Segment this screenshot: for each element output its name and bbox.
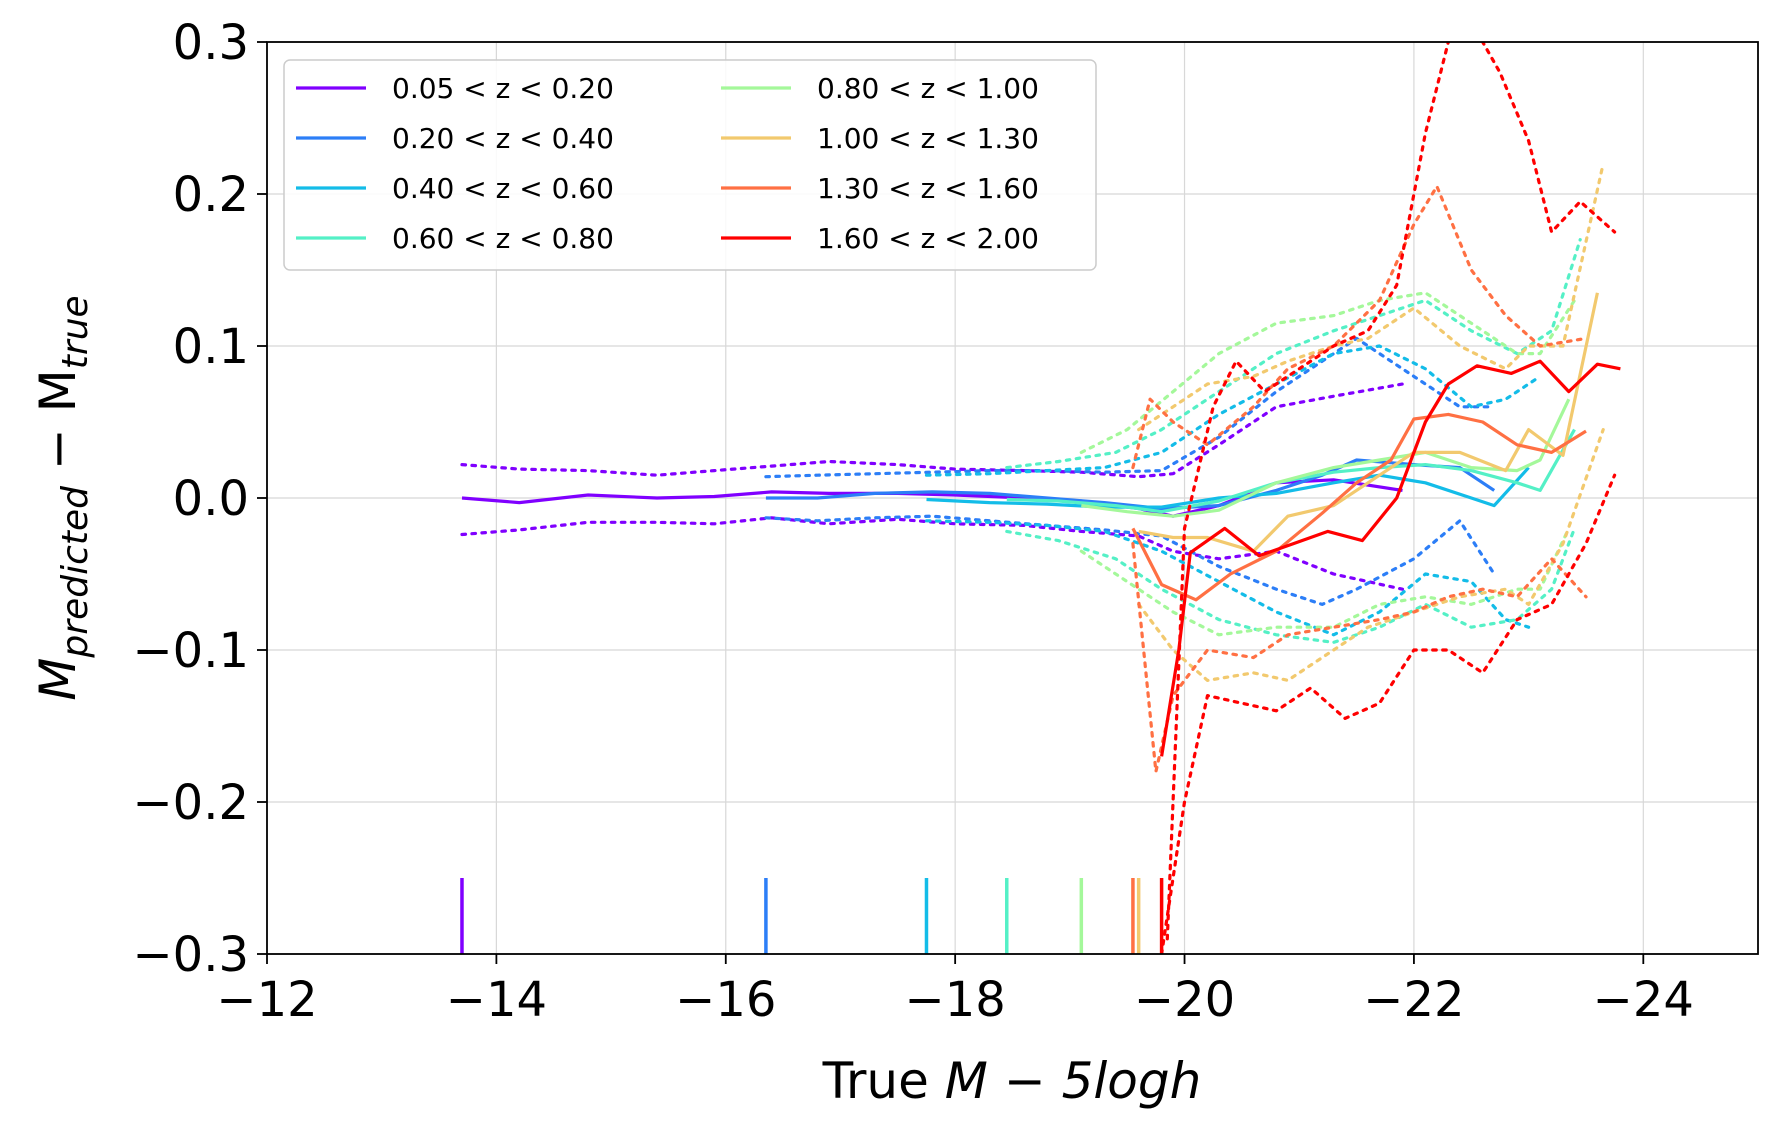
series-6-median-line (1138, 292, 1599, 553)
series-7-upper-percentile-line (1131, 184, 1588, 470)
y-tick-label: −0.2 (132, 775, 249, 831)
x-tick-label: −12 (216, 972, 317, 1028)
series-7-median-line (1131, 412, 1587, 602)
y-axis-label: Mpredicted − Mtrue (29, 295, 96, 700)
x-tick-label: −18 (905, 972, 1006, 1028)
y-axis-label-sub-predicted: predicted (55, 485, 96, 659)
series-6-upper-percentile-line (1137, 162, 1605, 432)
series-8-lower-percentile-line (1159, 473, 1617, 954)
y-tick-label: 0.3 (173, 15, 249, 71)
magnitude-limit-markers (460, 878, 1164, 954)
y-tick-label: −0.3 (132, 927, 249, 983)
y-axis-label-minus: − M (29, 369, 87, 486)
series-7-lower-percentile-line (1131, 541, 1588, 774)
legend-label-series-8: 1.60 < z < 2.00 (817, 222, 1039, 255)
series-8-upper-percentile-line (1165, 42, 1617, 941)
y-tick-label: 0.2 (173, 167, 249, 223)
x-tick-label: −24 (1593, 972, 1694, 1028)
series-1-lower-percentile-line (460, 516, 1405, 591)
series-5-lower-percentile-line (1079, 526, 1571, 637)
legend-label-series-1: 0.05 < z < 0.20 (392, 72, 614, 105)
legend-label-series-2: 0.20 < z < 0.40 (392, 122, 614, 155)
data-lines (460, 42, 1621, 954)
x-tick-label: −20 (1134, 972, 1235, 1028)
y-tick-label: 0.1 (173, 319, 249, 375)
series-3-lower-percentile-line (924, 519, 1531, 637)
legend-label-series-6: 1.00 < z < 1.30 (817, 122, 1039, 155)
series-4-upper-percentile-line (1005, 238, 1582, 470)
series-5-median-line (1081, 398, 1571, 518)
series-6-lower-percentile-line (1137, 428, 1605, 683)
series-4-lower-percentile-line (1005, 526, 1577, 645)
y-tick-label: 0.0 (173, 471, 249, 527)
legend-label-series-3: 0.40 < z < 0.60 (392, 172, 614, 205)
legend-label-series-4: 0.60 < z < 0.80 (392, 222, 614, 255)
y-axis-label-main: M (29, 658, 87, 701)
legend-label-series-5: 0.80 < z < 1.00 (817, 72, 1039, 105)
x-tick-label: −14 (446, 972, 547, 1028)
legend-label-series-7: 1.30 < z < 1.60 (817, 172, 1039, 205)
series-4-median-line (1006, 428, 1576, 514)
series-5-upper-percentile-line (1079, 291, 1577, 454)
legend-frame (283, 59, 1097, 271)
x-axis-label: True M − 5logh (822, 1052, 1202, 1110)
x-tick-label: −16 (675, 972, 776, 1028)
series-3-median-line (926, 466, 1530, 509)
axis-ticks: −12 −14 −16 −18 −20 −22 −24 −0.3 −0.2 −0.1 0.0 0.1 0… (132, 15, 1694, 1028)
y-axis-label-sub-true: true (55, 295, 96, 369)
series-8-median-line (1160, 359, 1621, 757)
legend: 0.05 < z < 0.20 0.20 < z < 0.40 0.40 < z <… (283, 59, 1097, 271)
series-2-lower-percentile-line (764, 514, 1496, 607)
y-tick-label: −0.1 (132, 623, 249, 679)
series-1-upper-percentile-line (460, 382, 1405, 479)
x-tick-label: −22 (1363, 972, 1464, 1028)
